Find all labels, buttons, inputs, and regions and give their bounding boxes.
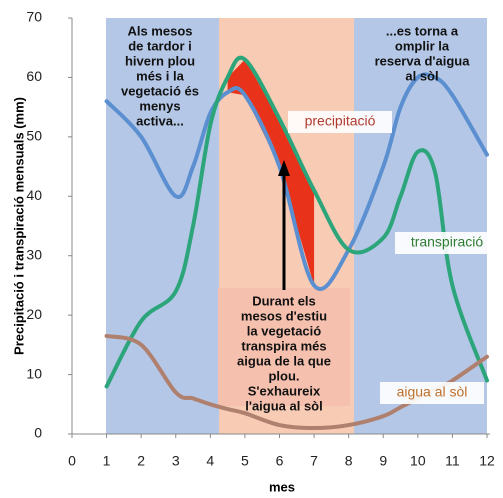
series-line — [104, 72, 489, 291]
annotation: mesos d'estiu — [241, 308, 327, 323]
annotation: hivern plou — [125, 53, 195, 68]
annotation: vegetació és — [121, 83, 199, 98]
legend-box — [395, 232, 499, 254]
y-tick-label: 10 — [26, 365, 42, 381]
annotation: Als mesos — [127, 23, 192, 38]
x-tick-label: 6 — [276, 453, 284, 469]
annotation: de tardor i — [128, 38, 192, 53]
y-tick-label: 0 — [34, 425, 42, 441]
annotation: omplir la — [395, 38, 450, 53]
x-tick-label: 7 — [310, 453, 318, 469]
annotation: al sòl — [405, 68, 438, 83]
annotation: aigua de la que — [237, 353, 331, 368]
season-band — [106, 18, 219, 434]
x-tick-label: 0 — [68, 453, 76, 469]
x-tick-label: 12 — [479, 453, 495, 469]
x-tick-label: 5 — [241, 453, 249, 469]
legend-box — [288, 111, 392, 133]
x-tick-label: 11 — [445, 453, 460, 469]
x-tick-label: 4 — [206, 453, 214, 469]
note-box — [218, 288, 350, 406]
x-tick-label: 9 — [379, 453, 387, 469]
legend-label: precipitació — [305, 113, 376, 129]
x-tick-label: 8 — [345, 453, 353, 469]
legend-label: aigua al sòl — [397, 384, 468, 400]
arrowhead — [278, 160, 290, 176]
annotation: activa... — [136, 113, 184, 128]
series-line — [104, 55, 489, 389]
x-tick-label: 3 — [172, 453, 180, 469]
x-axis-label: mes — [269, 479, 295, 494]
annotation: reserva d'aigua — [375, 53, 471, 68]
legend-box — [380, 382, 484, 404]
x-tick-label: 1 — [103, 453, 111, 469]
annotation: l'aigua al sòl — [245, 398, 323, 413]
annotation: la vegetació — [247, 323, 321, 338]
y-tick-label: 70 — [26, 9, 42, 25]
y-tick-label: 50 — [26, 128, 42, 144]
annotation: Durant els — [252, 293, 316, 308]
y-tick-label: 40 — [26, 187, 42, 203]
annotation: S'exhaureix — [248, 383, 321, 398]
legend-label: transpiració — [411, 234, 484, 250]
annotation: plou. — [268, 368, 299, 383]
y-tick-label: 30 — [26, 246, 42, 262]
x-tick-label: 2 — [137, 453, 145, 469]
annotation: menys — [139, 98, 180, 113]
annotation: transpira més — [241, 338, 326, 353]
x-tick-label: 10 — [410, 453, 426, 469]
y-axis-label: Precipitació i transpiració mensuals (mm… — [11, 97, 26, 355]
y-tick-label: 20 — [26, 306, 42, 322]
annotation: ...es torna a — [386, 23, 459, 38]
season-band — [354, 18, 487, 434]
y-tick-label: 60 — [26, 68, 42, 84]
annotation: més i la — [136, 68, 184, 83]
